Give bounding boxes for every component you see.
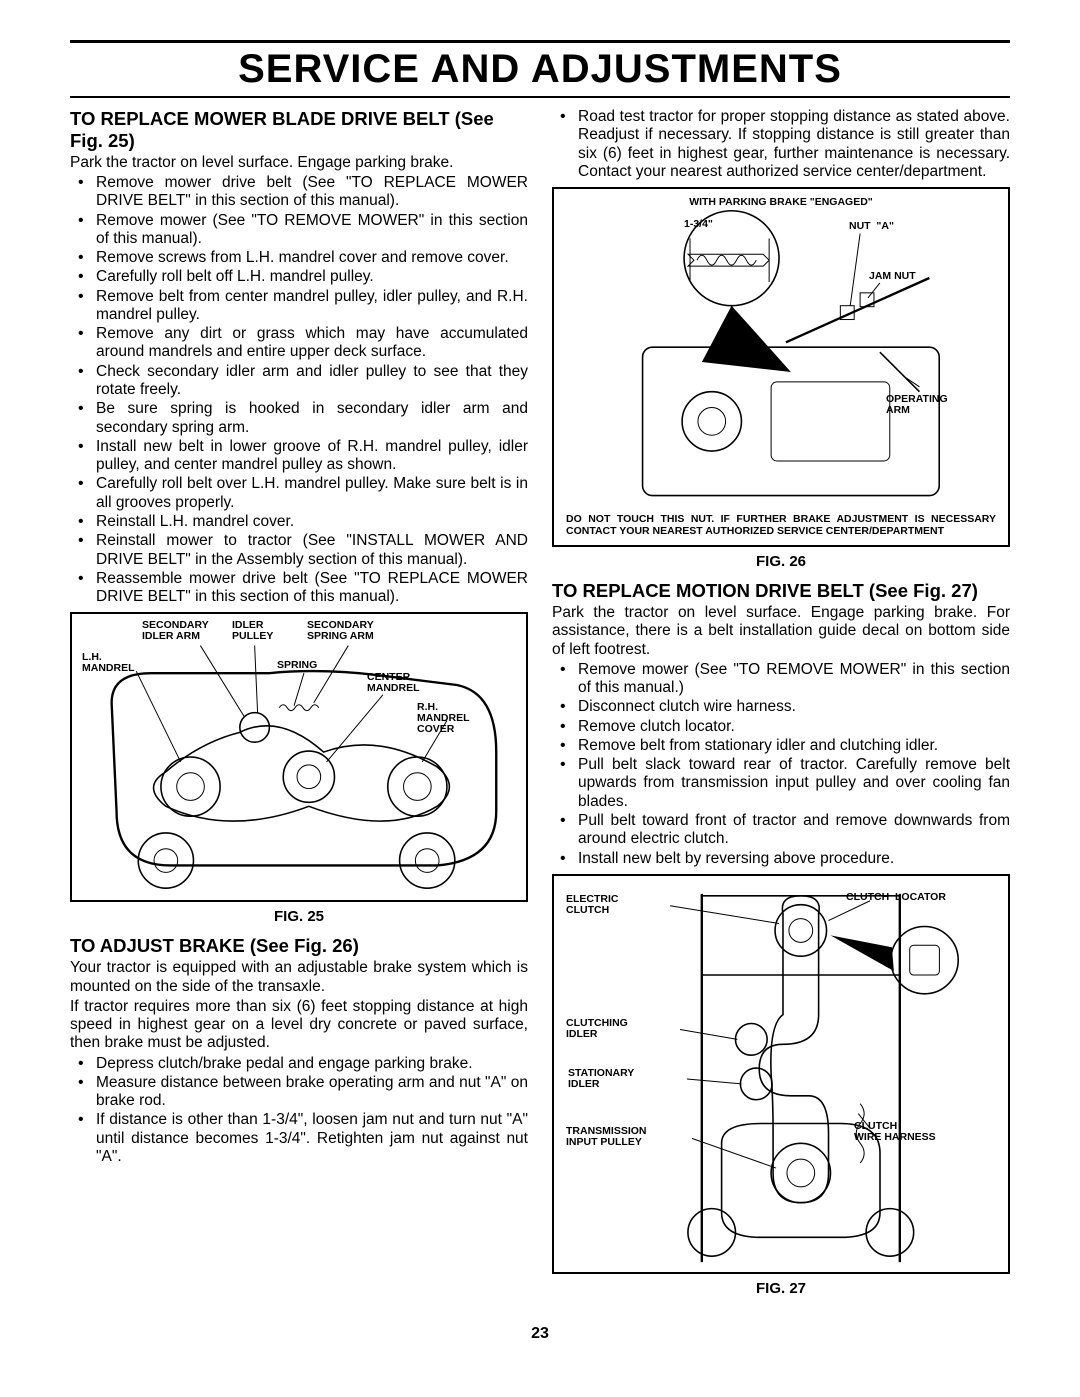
lbl-sec-spring-arm: SECONDARY SPRING ARM <box>307 620 374 642</box>
list-item: Road test tractor for proper stopping di… <box>578 108 1010 181</box>
fig26-svg <box>554 189 1008 545</box>
page-number: 23 <box>70 1325 1010 1343</box>
fig26-title: WITH PARKING BRAKE "ENGAGED" <box>554 197 1008 208</box>
list-item: Remove mower (See "TO REMOVE MOWER" in t… <box>578 661 1010 698</box>
figure-25: SECONDARY IDLER ARM IDLER PULLEY SECONDA… <box>70 612 528 902</box>
list-item: Pull belt toward front of tractor and re… <box>578 812 1010 849</box>
lbl-jam-nut: JAM NUT <box>869 271 916 282</box>
lbl-electric-clutch: ELECTRIC CLUTCH <box>566 894 619 916</box>
fig25-svg <box>72 614 526 900</box>
list-item: Carefully roll belt over L.H. mandrel pu… <box>96 475 528 512</box>
lbl-nut-a: NUT "A" <box>849 221 894 232</box>
bottom-rule <box>70 96 1010 98</box>
list-item: If distance is other than 1-3/4", loosen… <box>96 1111 528 1166</box>
list-item: Carefully roll belt off L.H. mandrel pul… <box>96 268 528 286</box>
list-replace-motion-belt: Remove mower (See "TO REMOVE MOWER" in t… <box>552 661 1010 868</box>
list-item: Install new belt in lower groove of R.H.… <box>96 438 528 475</box>
lbl-clutching-idler: CLUTCHING IDLER <box>566 1018 628 1040</box>
list-replace-blade-belt: Remove mower drive belt (See "TO REPLACE… <box>70 174 528 606</box>
content-columns: TO REPLACE MOWER BLADE DRIVE BELT (See F… <box>70 108 1010 1307</box>
p-adjust-brake-1: Your tractor is equipped with an adjusta… <box>70 959 528 996</box>
figure-27: ELECTRIC CLUTCH CLUTCH LOCATOR CLUTCHING… <box>552 874 1010 1274</box>
list-item: Be sure spring is hooked in secondary id… <box>96 400 528 437</box>
list-item: Disconnect clutch wire harness. <box>578 698 1010 716</box>
lbl-trans-input: TRANSMISSION INPUT PULLEY <box>566 1126 647 1148</box>
list-item: Check secondary idler arm and idler pull… <box>96 363 528 400</box>
lbl-dim: 1-3/4" <box>684 219 713 230</box>
list-item: Remove belt from stationary idler and cl… <box>578 737 1010 755</box>
lbl-wire-harness: CLUTCH WIRE HARNESS <box>854 1121 936 1143</box>
list-item: Reassemble mower drive belt (See "TO REP… <box>96 570 528 607</box>
fig26-caption: FIG. 26 <box>552 553 1010 570</box>
list-item: Measure distance between brake operating… <box>96 1074 528 1111</box>
p-adjust-brake-2: If tractor requires more than six (6) fe… <box>70 998 528 1053</box>
lbl-stationary-idler: STATIONARY IDLER <box>568 1068 634 1090</box>
lbl-sec-idler-arm: SECONDARY IDLER ARM <box>142 620 209 642</box>
lbl-spring: SPRING <box>277 660 317 671</box>
list-item: Pull belt slack toward rear of tractor. … <box>578 756 1010 811</box>
right-column: Road test tractor for proper stopping di… <box>552 108 1010 1307</box>
lbl-op-arm: OPERATING ARM <box>886 394 948 416</box>
list-item: Remove belt from center mandrel pulley, … <box>96 288 528 325</box>
figure-26: WITH PARKING BRAKE "ENGAGED" <box>552 187 1010 547</box>
heading-replace-motion-belt: TO REPLACE MOTION DRIVE BELT (See Fig. 2… <box>552 580 1010 602</box>
list-item: Remove any dirt or grass which may have … <box>96 325 528 362</box>
lbl-lh-mandrel: L.H. MANDREL <box>82 652 135 674</box>
lbl-clutch-locator: CLUTCH LOCATOR <box>846 892 946 903</box>
heading-replace-blade-belt: TO REPLACE MOWER BLADE DRIVE BELT (See F… <box>70 108 528 152</box>
fig27-caption: FIG. 27 <box>552 1280 1010 1297</box>
list-item: Depress clutch/brake pedal and engage pa… <box>96 1055 528 1073</box>
list-road-test: Road test tractor for proper stopping di… <box>552 108 1010 181</box>
lbl-rh-mandrel-cov: R.H. MANDREL COVER <box>417 702 470 735</box>
list-item: Remove mower (See "TO REMOVE MOWER" in t… <box>96 212 528 249</box>
top-rule <box>70 40 1010 43</box>
list-item: Remove mower drive belt (See "TO REPLACE… <box>96 174 528 211</box>
heading-adjust-brake: TO ADJUST BRAKE (See Fig. 26) <box>70 935 528 957</box>
list-item: Remove clutch locator. <box>578 718 1010 736</box>
fig25-caption: FIG. 25 <box>70 908 528 925</box>
page-title: Service And Adjustments <box>70 47 1010 92</box>
list-item: Reinstall L.H. mandrel cover. <box>96 513 528 531</box>
p-replace-motion-belt: Park the tractor on level surface. Engag… <box>552 604 1010 659</box>
list-item: Reinstall mower to tractor (See "INSTALL… <box>96 532 528 569</box>
fig26-note: DO NOT TOUCH THIS NUT. IF FURTHER BRAKE … <box>566 513 996 537</box>
intro-replace-blade-belt: Park the tractor on level surface. Engag… <box>70 154 528 172</box>
left-column: TO REPLACE MOWER BLADE DRIVE BELT (See F… <box>70 108 528 1307</box>
list-adjust-brake: Depress clutch/brake pedal and engage pa… <box>70 1055 528 1167</box>
list-item: Remove screws from L.H. mandrel cover an… <box>96 249 528 267</box>
list-item: Install new belt by reversing above proc… <box>578 850 1010 868</box>
lbl-idler-pulley: IDLER PULLEY <box>232 620 273 642</box>
lbl-center-mandrel: CENTER MANDREL <box>367 672 420 694</box>
